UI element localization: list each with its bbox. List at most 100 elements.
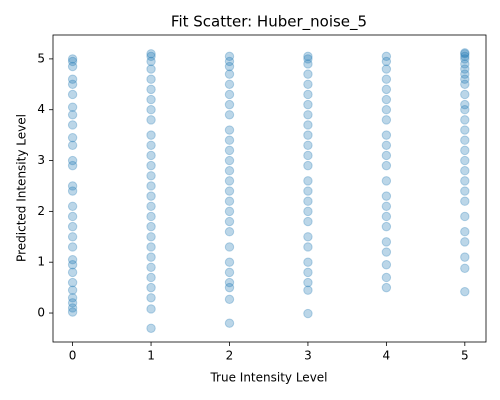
point bbox=[224, 216, 235, 227]
point bbox=[303, 160, 313, 171]
point bbox=[67, 79, 78, 90]
point bbox=[460, 237, 470, 247]
point bbox=[146, 160, 156, 171]
point bbox=[303, 54, 313, 64]
point bbox=[303, 176, 313, 186]
point bbox=[460, 64, 470, 74]
point bbox=[146, 140, 156, 150]
point bbox=[146, 94, 156, 105]
point bbox=[224, 155, 235, 166]
point bbox=[224, 294, 235, 305]
point bbox=[67, 56, 78, 67]
point bbox=[303, 257, 313, 267]
point bbox=[224, 61, 235, 72]
y-tick-label: 0 bbox=[37, 306, 45, 320]
point bbox=[224, 89, 235, 100]
point bbox=[303, 267, 313, 278]
point bbox=[146, 64, 156, 74]
point bbox=[146, 282, 156, 293]
point bbox=[303, 242, 313, 252]
point bbox=[460, 54, 470, 64]
point bbox=[460, 227, 470, 237]
point bbox=[303, 99, 313, 110]
y-axis-label: Predicted Intensity Level bbox=[15, 114, 29, 262]
point bbox=[146, 262, 156, 272]
point bbox=[67, 307, 78, 317]
point bbox=[224, 56, 235, 67]
point bbox=[224, 277, 235, 288]
point bbox=[381, 247, 392, 257]
point bbox=[146, 293, 156, 303]
point bbox=[381, 105, 392, 115]
point bbox=[67, 285, 78, 295]
point bbox=[460, 155, 470, 166]
point bbox=[460, 99, 470, 110]
point bbox=[67, 211, 78, 222]
point bbox=[460, 115, 470, 125]
point bbox=[224, 135, 235, 145]
point bbox=[67, 221, 78, 232]
point bbox=[303, 308, 313, 319]
point bbox=[67, 54, 78, 64]
point bbox=[224, 69, 235, 79]
point bbox=[460, 89, 470, 100]
point bbox=[67, 267, 78, 278]
point bbox=[381, 201, 392, 211]
point bbox=[381, 84, 392, 95]
y-tick-label: 2 bbox=[37, 204, 45, 218]
point bbox=[146, 201, 156, 211]
point bbox=[224, 110, 235, 120]
point bbox=[146, 242, 156, 252]
point bbox=[460, 145, 470, 156]
point bbox=[146, 130, 156, 140]
point bbox=[146, 232, 156, 242]
point bbox=[381, 94, 392, 105]
point bbox=[303, 59, 313, 69]
point bbox=[381, 150, 392, 161]
y-tick-label: 4 bbox=[37, 102, 45, 116]
point bbox=[460, 79, 470, 90]
point bbox=[67, 155, 78, 166]
x-tick-label: 3 bbox=[304, 349, 312, 363]
point bbox=[146, 56, 156, 67]
point bbox=[303, 89, 313, 100]
point bbox=[460, 59, 470, 69]
point bbox=[303, 196, 313, 206]
point bbox=[67, 181, 78, 191]
point bbox=[67, 186, 78, 196]
x-axis-label: True Intensity Level bbox=[209, 371, 327, 385]
point bbox=[146, 105, 156, 115]
point bbox=[224, 51, 235, 62]
point bbox=[460, 125, 470, 135]
point bbox=[460, 252, 470, 262]
point bbox=[146, 171, 156, 181]
point bbox=[224, 227, 235, 237]
point bbox=[460, 51, 470, 62]
point bbox=[146, 115, 156, 125]
point bbox=[381, 176, 392, 186]
point bbox=[381, 140, 392, 150]
y-tick-label: 1 bbox=[37, 255, 45, 269]
point bbox=[303, 69, 313, 79]
x-tick-label: 4 bbox=[383, 349, 391, 363]
x-tick-label: 2 bbox=[226, 349, 234, 363]
point bbox=[303, 216, 313, 227]
point bbox=[460, 286, 470, 297]
point bbox=[67, 120, 78, 130]
point bbox=[146, 304, 156, 314]
point bbox=[67, 242, 78, 252]
point bbox=[67, 303, 78, 313]
point bbox=[303, 277, 313, 288]
point bbox=[224, 318, 235, 328]
point bbox=[460, 105, 470, 115]
point bbox=[381, 282, 392, 293]
point bbox=[67, 201, 78, 211]
point bbox=[67, 277, 78, 288]
point bbox=[67, 232, 78, 242]
point bbox=[67, 89, 78, 100]
point bbox=[224, 282, 235, 293]
point bbox=[460, 211, 470, 222]
point bbox=[303, 79, 313, 90]
point bbox=[224, 79, 235, 90]
